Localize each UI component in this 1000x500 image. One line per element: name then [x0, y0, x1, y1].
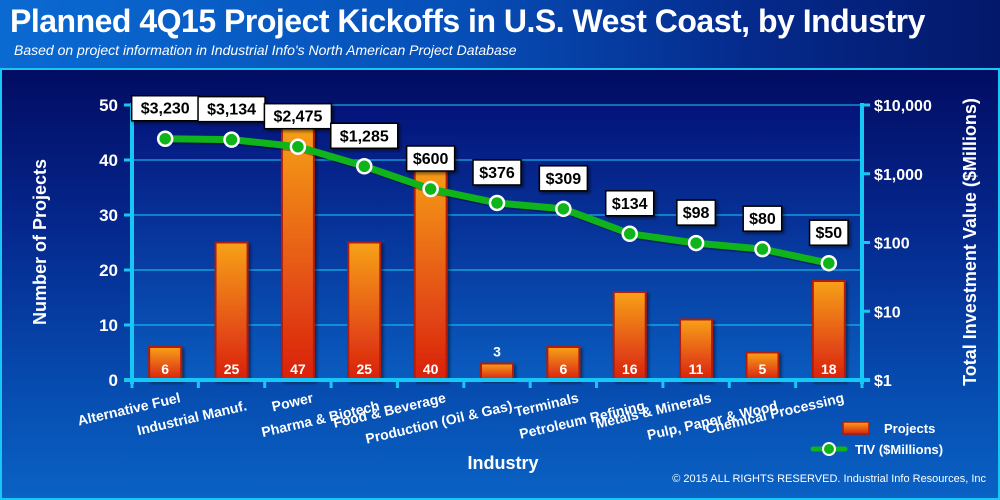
- y-tick-label: 40: [99, 151, 118, 170]
- tiv-point: [488, 194, 506, 212]
- bar-value-label: 47: [290, 361, 306, 377]
- copyright-text: © 2015 ALL RIGHTS RESERVED. Industrial I…: [672, 473, 986, 485]
- tiv-label-box: [330, 122, 399, 150]
- legend-label-tiv: TIV ($Millions): [855, 442, 943, 457]
- bar-value-label: 40: [423, 361, 439, 377]
- tiv-point: [223, 131, 240, 148]
- bar-value-label: 25: [356, 361, 372, 377]
- bar: [280, 120, 315, 381]
- bar: [214, 241, 249, 381]
- y2-tick-label: $10,000: [874, 98, 932, 115]
- bar: [679, 318, 714, 381]
- axes: 0 10 20 30 40 50 $1 $10 $100 $1,000 $10,000: [99, 96, 932, 390]
- bar: [480, 362, 514, 381]
- plot-area: [132, 105, 862, 380]
- y-tick-label: 0: [109, 371, 118, 390]
- y-tick-label: 10: [99, 316, 118, 335]
- bar-value-label: 5: [759, 361, 767, 377]
- tiv-label: $50: [815, 225, 842, 242]
- tiv-label: $376: [479, 165, 515, 182]
- tiv-label: $2,475: [273, 109, 322, 126]
- tiv-label: $3,230: [141, 101, 190, 118]
- tiv-label: $98: [683, 205, 710, 222]
- tiv-label-box: [808, 219, 849, 246]
- y2-tick-label: $1,000: [874, 167, 923, 184]
- legend-dot-swatch: [822, 442, 836, 456]
- tiv-label: $309: [546, 171, 582, 188]
- tiv-label: $134: [612, 196, 648, 213]
- tiv-label-box: [604, 190, 655, 217]
- tiv-label: $80: [749, 211, 776, 228]
- tiv-point: [156, 130, 174, 147]
- y2-tick-label: $1: [874, 373, 892, 390]
- chart-subtitle: Based on project information in Industri…: [14, 42, 517, 58]
- tiv-label-box: [405, 145, 456, 172]
- tiv-label-box: [130, 94, 200, 122]
- y2-tick-label: $10: [874, 304, 901, 321]
- tiv-point: [621, 225, 638, 243]
- tiv-line: [156, 130, 838, 272]
- tiv-point: [289, 138, 307, 155]
- tiv-label-box: [676, 199, 717, 226]
- tiv-label: $3,134: [207, 102, 256, 119]
- tiv-point: [820, 254, 838, 272]
- gridlines: [132, 104, 862, 326]
- x-axis-title: Industry: [467, 453, 538, 473]
- tiv-label: $1,285: [340, 128, 389, 145]
- bar-value-label: 18: [821, 361, 837, 377]
- bar-value-label: 6: [559, 361, 567, 377]
- header: Planned 4Q15 Project Kickoffs in U.S. We…: [0, 0, 1000, 68]
- legend-bar-swatch: [842, 421, 870, 435]
- tiv-label-box: [472, 159, 522, 186]
- tiv-point: [422, 180, 439, 198]
- tiv-point: [555, 200, 572, 218]
- y-axis-title: Number of Projects: [30, 159, 50, 325]
- y2-axis-title: Total Investment Value ($Millions): [960, 98, 980, 386]
- bars: 6 25 47 25 40 3 6 16 11 5 18: [148, 120, 846, 381]
- bar: [347, 241, 382, 381]
- bar: [546, 346, 581, 381]
- tiv-point: [754, 240, 771, 258]
- bar-value-label: 6: [161, 361, 169, 377]
- bar-value-label: 3: [493, 344, 501, 360]
- legend-label-projects: Projects: [884, 421, 935, 436]
- tiv-point: [687, 234, 705, 252]
- x-category-label: Power: [270, 389, 315, 414]
- tiv-label: $600: [413, 151, 449, 168]
- tiv-label-box: [538, 165, 589, 192]
- tiv-labels: $3,230 $3,134 $2,475 $1,285 $600 $376 $309 $134…: [130, 94, 849, 246]
- bar: [612, 291, 647, 381]
- bar-value-label: 25: [224, 361, 240, 377]
- tiv-point: [356, 158, 373, 175]
- y2-tick-label: $100: [874, 236, 910, 253]
- legend: Projects TIV ($Millions): [810, 421, 943, 457]
- bar-value-label: 11: [689, 361, 704, 377]
- tiv-label-box: [742, 205, 783, 232]
- y-tick-label: 20: [99, 261, 118, 280]
- chart-title: Planned 4Q15 Project Kickoffs in U.S. We…: [10, 3, 925, 39]
- tiv-label-box: [263, 102, 333, 130]
- y-tick-label: 50: [99, 96, 118, 115]
- bar-value-label: 16: [622, 361, 638, 377]
- y-tick-label: 30: [99, 206, 118, 225]
